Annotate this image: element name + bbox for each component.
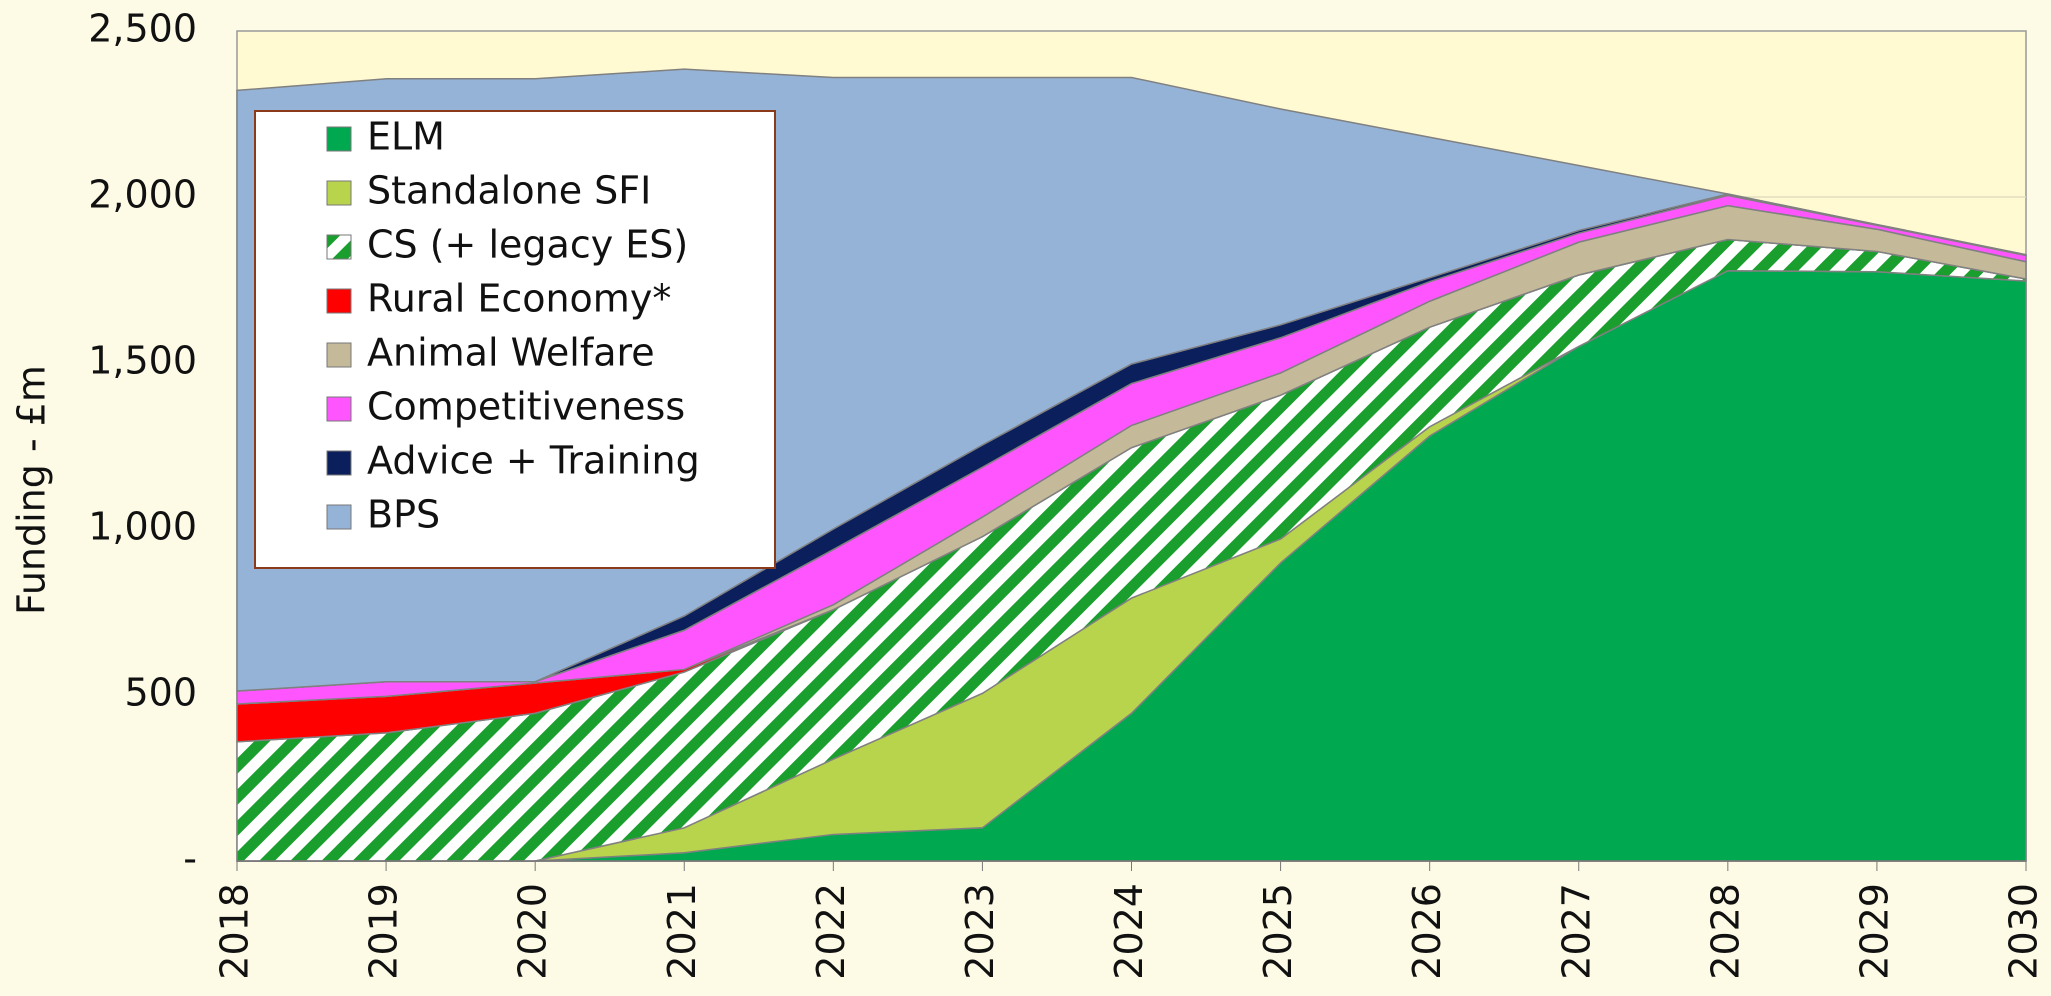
y-tick-label: -	[183, 837, 197, 881]
x-tick-label: 2030	[2002, 883, 2046, 980]
legend-swatch	[326, 234, 352, 260]
legend-label: CS (+ legacy ES)	[367, 223, 688, 267]
x-tick-label: 2025	[1256, 883, 1300, 980]
legend-swatch	[326, 342, 352, 368]
legend-label: BPS	[367, 493, 440, 537]
y-tick-label: 2,000	[88, 173, 197, 217]
x-tick-label: 2022	[809, 883, 853, 980]
x-tick-label: 2026	[1405, 883, 1449, 980]
legend-label: Animal Welfare	[367, 331, 655, 375]
legend-swatch	[326, 450, 352, 476]
y-tick-label: 1,500	[88, 339, 197, 383]
legend-label: Advice + Training	[367, 439, 700, 483]
x-tick-label: 2028	[1703, 883, 1747, 980]
x-tick-label: 2027	[1554, 883, 1598, 980]
y-tick-label: 2,500	[88, 7, 197, 51]
legend-swatch	[326, 288, 352, 314]
x-tick-label: 2019	[362, 883, 406, 980]
x-tick-label: 2023	[958, 883, 1002, 980]
x-tick-label: 2021	[660, 883, 704, 980]
x-tick-label: 2029	[1852, 883, 1896, 980]
x-tick-label: 2020	[511, 883, 555, 980]
y-tick-label: 1,000	[88, 505, 197, 549]
x-tick-label: 2018	[213, 883, 257, 980]
y-axis-label: Funding - £m	[10, 365, 54, 615]
x-tick-label: 2024	[1107, 883, 1151, 980]
legend-label: Rural Economy*	[367, 277, 671, 321]
legend-label: Standalone SFI	[367, 169, 651, 213]
legend-swatch	[326, 180, 352, 206]
legend-swatch	[326, 504, 352, 530]
y-tick-label: 500	[124, 671, 197, 715]
legend-label: ELM	[367, 115, 445, 159]
legend-label: Competitiveness	[367, 385, 685, 429]
legend-swatch	[326, 126, 352, 152]
legend-swatch	[326, 396, 352, 422]
